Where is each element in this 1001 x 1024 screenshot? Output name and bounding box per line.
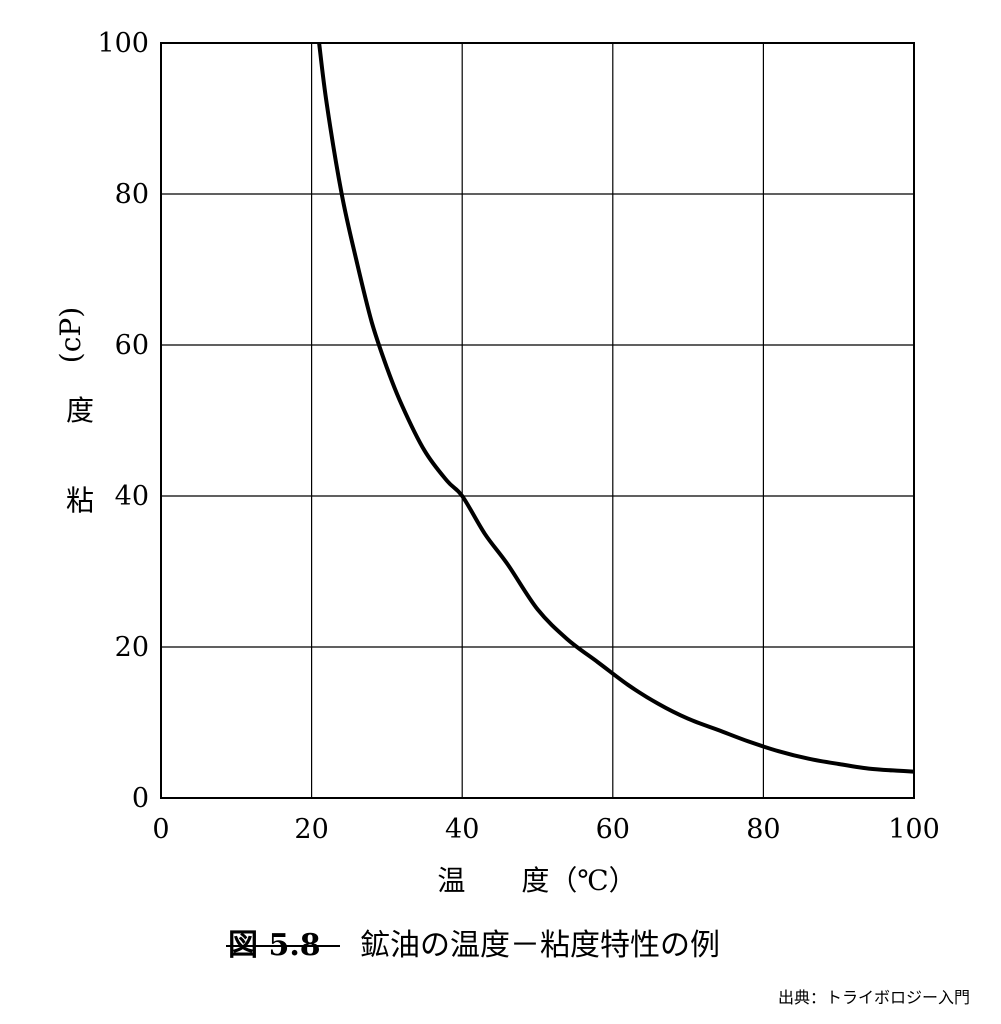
y-tick-label-100: 100 <box>97 28 149 59</box>
x-axis-title: 温 度（℃） <box>437 864 636 897</box>
x-tick-label-100: 100 <box>888 814 940 845</box>
x-tick-label-60: 60 <box>596 814 630 845</box>
y-tick-labels: 0 20 40 60 80 100 <box>97 28 149 814</box>
viscosity-curve <box>317 42 915 774</box>
x-tick-label-40: 40 <box>445 814 479 845</box>
y-axis-title-char-2: 度 <box>66 394 94 427</box>
caption-title: 鉱油の温度－粘度特性の例 <box>360 928 720 963</box>
x-tick-labels: 0 20 40 60 80 100 <box>152 814 939 845</box>
plot-frame <box>160 42 915 799</box>
y-tick-label-80: 80 <box>115 179 149 210</box>
x-tick-label-0: 0 <box>152 814 169 845</box>
y-axis-title-unit: (cP) <box>54 307 87 363</box>
caption: 図 5.8 鉱油の温度－粘度特性の例 <box>226 928 720 963</box>
y-tick-label-0: 0 <box>132 783 149 814</box>
grid <box>160 42 915 799</box>
y-axis-title: 粘 度 (cP) <box>54 307 94 517</box>
x-tick-label-20: 20 <box>294 814 328 845</box>
x-tick-label-80: 80 <box>746 814 780 845</box>
y-tick-label-20: 20 <box>115 632 149 663</box>
y-tick-label-60: 60 <box>115 330 149 361</box>
y-tick-label-40: 40 <box>115 481 149 512</box>
y-axis-title-char-1: 粘 <box>66 484 94 517</box>
source-note: 出典：トライボロジー入門 <box>778 988 970 1007</box>
